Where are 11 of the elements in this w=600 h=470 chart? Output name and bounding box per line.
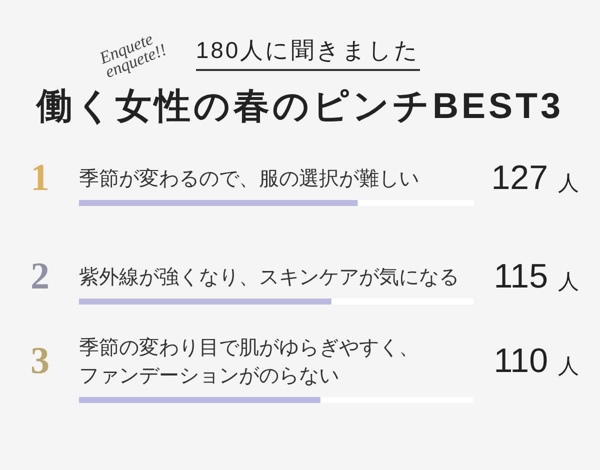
y-tick-label: 季節が変わるので、服の選択が難しい [79, 167, 419, 190]
data-label: 110 人 [494, 342, 579, 380]
text: 2 [30, 256, 50, 298]
data-label: 115 人 [494, 258, 579, 296]
data-label: 127 人 [491, 159, 579, 197]
chart-title: 働く女性の春のピンチBEST3 [34, 84, 565, 128]
text: 3 [30, 340, 50, 382]
y-tick-label: 紫外線が強くなり、スキンケアが気になる [79, 266, 459, 288]
text: 1 [30, 157, 50, 199]
chart-subtitle: 180人に聞きました [196, 37, 420, 71]
y-tick-label: 季節の変わり目で肌がゆらぎやすく、ファンデーションがのらない [79, 336, 419, 387]
